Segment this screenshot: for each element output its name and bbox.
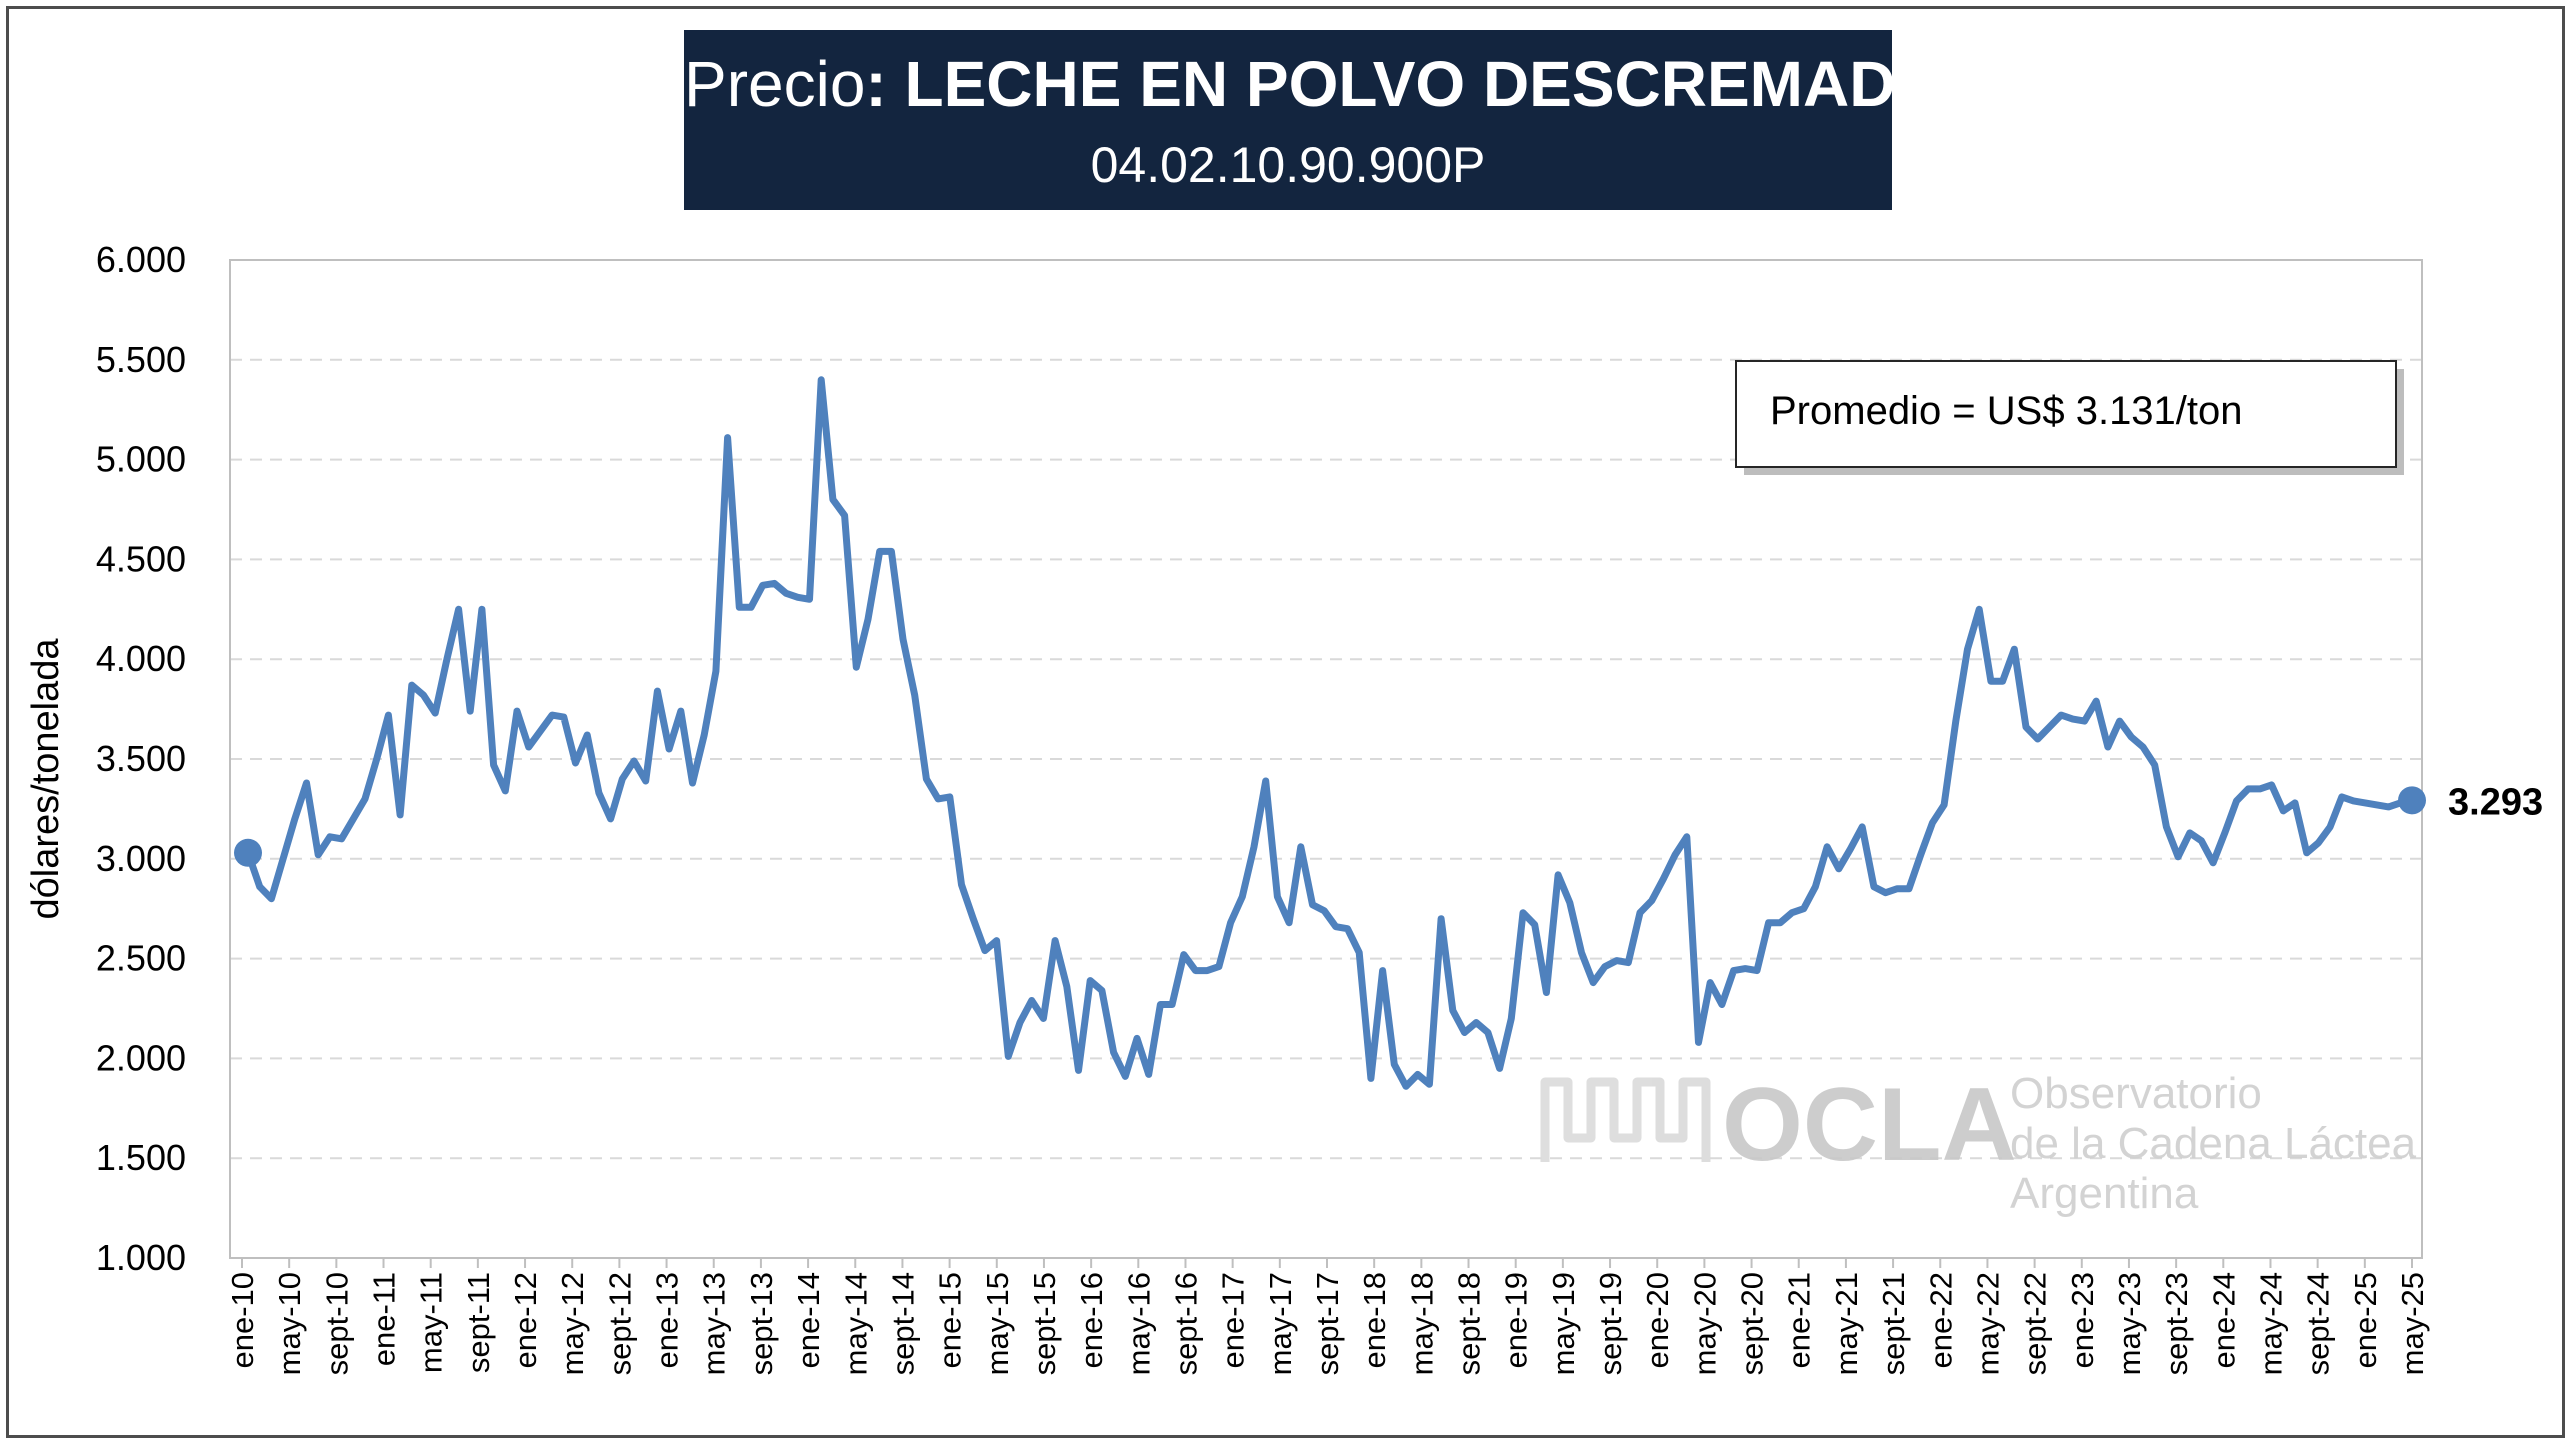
last-point-marker <box>2398 786 2426 815</box>
title-prefix: Precio <box>684 48 866 120</box>
x-axis-ticks: ene-10 may-10 sept-10 ene-11 may-11 sept-11 en… <box>225 1258 2430 1375</box>
ocla-watermark: OCLA Observatorio de la Cadena Láctea Ar… <box>1540 1067 2417 1218</box>
x-tick-label: ene-14 <box>791 1272 826 1369</box>
x-tick-label: ene-15 <box>933 1272 968 1369</box>
y-tick-label: 2.000 <box>96 1037 186 1078</box>
first-point-marker <box>234 838 262 867</box>
y-tick-label: 3.500 <box>96 738 186 779</box>
x-tick-label: ene-13 <box>650 1272 685 1369</box>
x-tick-label: ene-11 <box>367 1272 402 1366</box>
y-axis-ticks: 1.000 1.500 2.000 2.500 3.000 3.500 4.000 4.500… <box>96 239 186 1278</box>
chart-frame <box>6 6 2565 1438</box>
x-tick-label: may-22 <box>1970 1272 2005 1375</box>
x-tick-label: sept-21 <box>1876 1272 1911 1375</box>
x-tick-label: may-11 <box>414 1272 449 1373</box>
y-tick-label: 5.500 <box>96 339 186 380</box>
x-tick-label: ene-25 <box>2348 1272 2383 1369</box>
x-tick-label: ene-17 <box>1216 1272 1251 1369</box>
y-axis-label: dólares/tonelada <box>25 638 67 920</box>
x-tick-label: may-23 <box>2112 1272 2147 1375</box>
promedio-annotation: Promedio = US$ 3.131/ton <box>1735 360 2404 475</box>
x-tick-label: sept-17 <box>1310 1272 1345 1375</box>
chart-title-box: Precio: LECHE EN POLVO DESCREMADA 04.02.… <box>684 30 1942 210</box>
x-tick-label: may-17 <box>1263 1272 1298 1375</box>
x-tick-label: ene-24 <box>2206 1272 2241 1369</box>
x-tick-label: ene-18 <box>1357 1272 1392 1369</box>
x-tick-label: ene-22 <box>1923 1272 1958 1369</box>
x-tick-label: may-10 <box>272 1272 307 1375</box>
x-tick-label: may-14 <box>838 1272 873 1375</box>
x-tick-label: may-13 <box>697 1272 732 1375</box>
y-tick-label: 6.000 <box>96 239 186 280</box>
watermark-line-1: Observatorio <box>2010 1069 2262 1118</box>
x-tick-label: sept-16 <box>1168 1272 1203 1375</box>
chart-title: Precio: LECHE EN POLVO DESCREMADA <box>684 44 1942 124</box>
x-tick-label: may-25 <box>2395 1272 2430 1375</box>
x-tick-label: sept-19 <box>1593 1272 1628 1375</box>
x-tick-label: may-16 <box>1121 1272 1156 1375</box>
x-tick-label: sept-14 <box>885 1272 920 1375</box>
watermark-line-2: de la Cadena Láctea <box>2010 1119 2417 1168</box>
chart-subtitle-code: 04.02.10.90.900P <box>1090 137 1486 193</box>
y-tick-label: 4.000 <box>96 638 186 679</box>
y-tick-label: 5.000 <box>96 439 186 480</box>
x-tick-label: ene-23 <box>2065 1272 2100 1369</box>
y-tick-label: 1.000 <box>96 1237 186 1278</box>
x-tick-label: ene-20 <box>1640 1272 1675 1369</box>
x-tick-label: may-21 <box>1829 1272 1864 1375</box>
x-tick-label: sept-22 <box>2018 1272 2053 1375</box>
x-tick-label: sept-24 <box>2301 1272 2336 1375</box>
x-tick-label: ene-16 <box>1074 1272 1109 1369</box>
y-tick-label: 4.500 <box>96 538 186 579</box>
x-tick-label: sept-18 <box>1452 1272 1487 1375</box>
promedio-text: Promedio = US$ 3.131/ton <box>1770 389 2243 433</box>
x-tick-label: may-18 <box>1404 1272 1439 1375</box>
x-tick-label: ene-12 <box>508 1272 543 1369</box>
x-tick-label: may-19 <box>1546 1272 1581 1375</box>
gridlines <box>230 358 2422 1160</box>
y-tick-label: 3.000 <box>96 838 186 879</box>
x-tick-label: sept-12 <box>602 1272 637 1375</box>
x-tick-label: ene-10 <box>225 1272 260 1369</box>
x-tick-label: sept-23 <box>2159 1272 2194 1375</box>
price-series-line <box>244 376 2416 1090</box>
title-main: : LECHE EN POLVO DESCREMADA <box>865 48 1942 120</box>
x-tick-label: may-24 <box>2253 1272 2288 1375</box>
series-layer <box>234 376 2426 1090</box>
x-tick-label: sept-20 <box>1735 1272 1770 1375</box>
last-value-label: 3.293 <box>2448 781 2543 823</box>
y-tick-label: 2.500 <box>96 938 186 979</box>
x-tick-label: sept-15 <box>1027 1272 1062 1375</box>
promedio-box <box>1735 360 2397 468</box>
x-tick-label: sept-13 <box>744 1272 779 1375</box>
x-tick-label: ene-21 <box>1782 1272 1817 1369</box>
x-tick-label: may-15 <box>980 1272 1015 1375</box>
watermark-line-3: Argentina <box>2010 1169 2199 1218</box>
y-tick-label: 1.500 <box>96 1137 186 1178</box>
ocla-logo-icon <box>1540 1077 1711 1162</box>
x-tick-label: sept-10 <box>319 1272 354 1375</box>
x-tick-label: may-20 <box>1687 1272 1722 1375</box>
x-tick-label: sept-11 <box>461 1272 496 1373</box>
watermark-logo-text: OCLA <box>1722 1067 2017 1183</box>
x-tick-label: may-12 <box>555 1272 590 1375</box>
x-tick-label: ene-19 <box>1499 1272 1534 1369</box>
